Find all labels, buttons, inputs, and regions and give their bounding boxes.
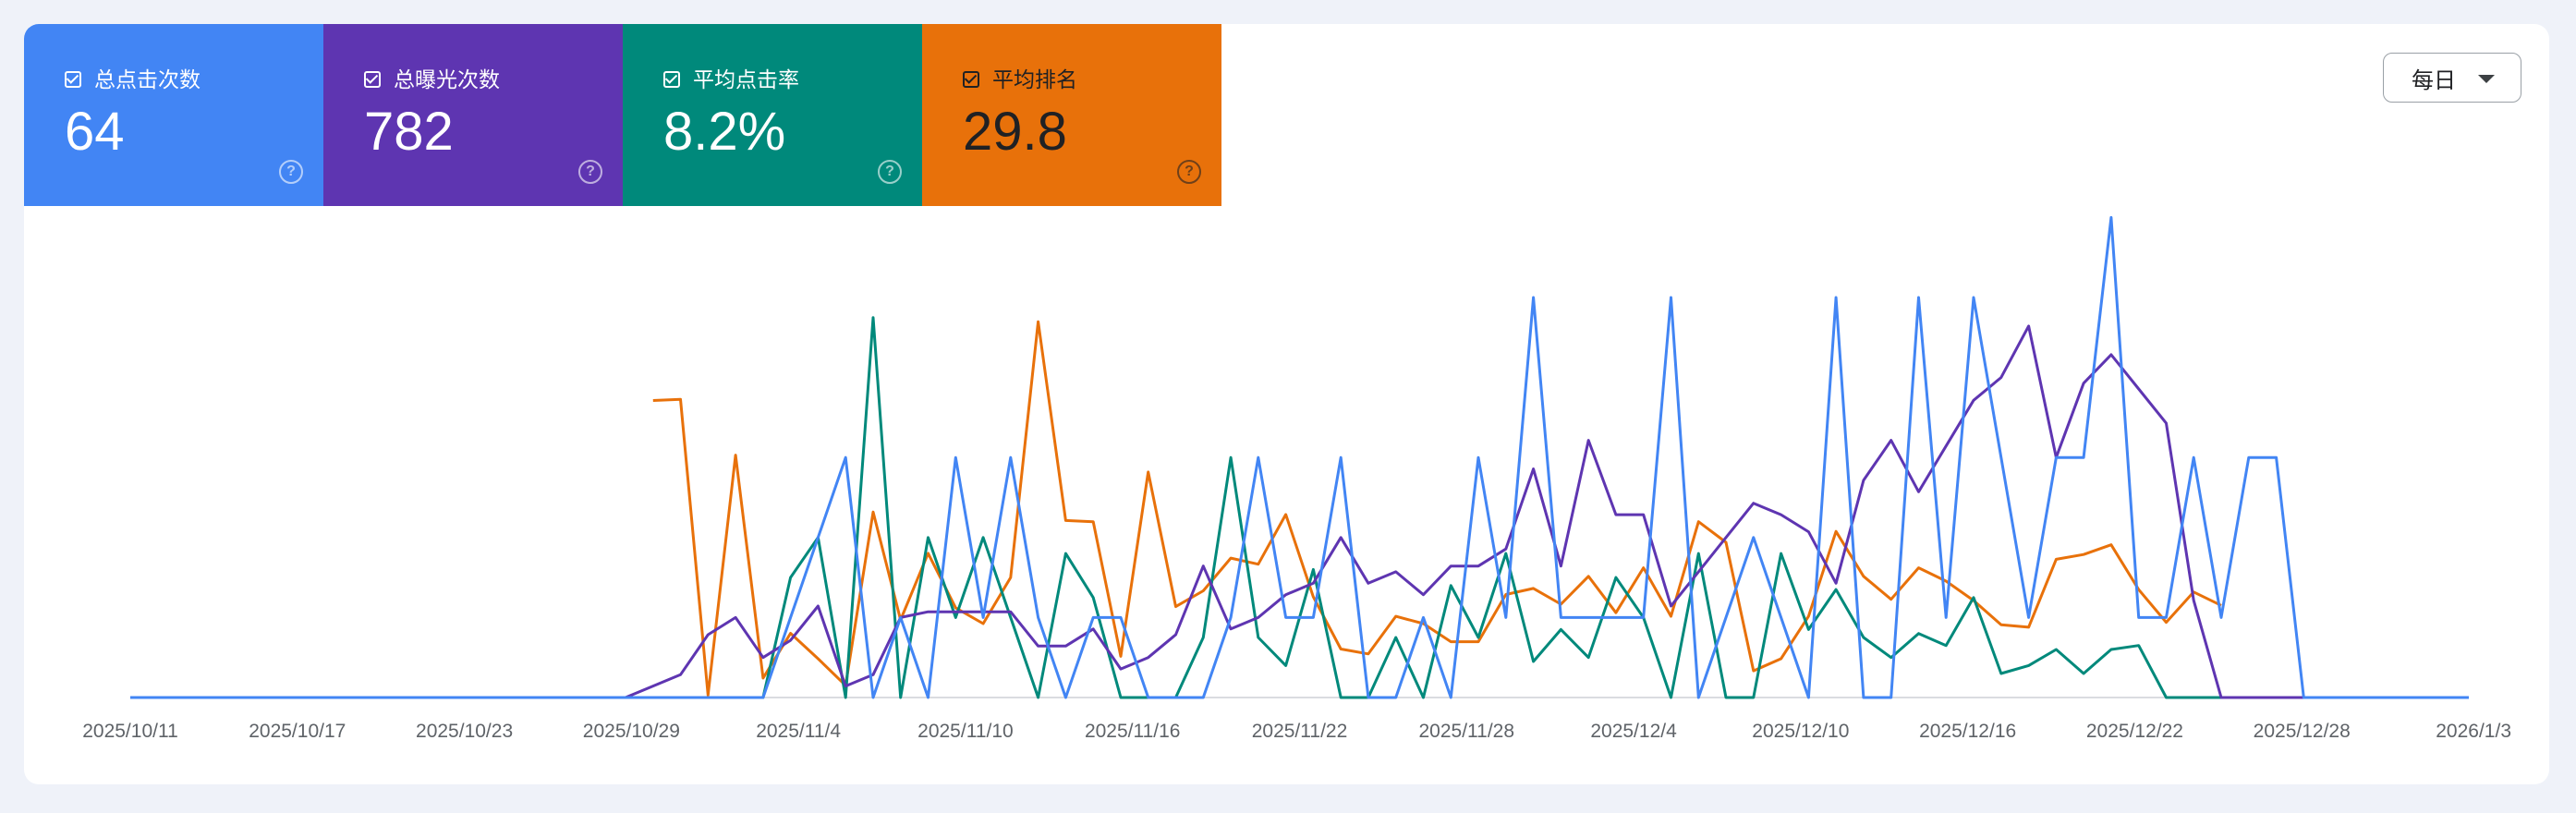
checkbox-checked-icon[interactable]	[65, 71, 81, 88]
metric-value: 64	[65, 102, 125, 162]
series-line-ctr	[130, 316, 2469, 699]
x-tick-label: 2025/10/17	[249, 721, 346, 742]
x-tick-label: 2025/11/22	[1252, 721, 1348, 742]
metric-average-position[interactable]: 平均排名 29.8 ?	[922, 24, 1221, 206]
metric-total-clicks[interactable]: 总点击次数 64 ?	[24, 24, 323, 206]
x-tick-label: 2025/11/4	[756, 721, 841, 742]
checkbox-checked-icon[interactable]	[364, 71, 381, 88]
performance-card: 总点击次数 64 ? 总曝光次数 782 ? 平均点击率 8.2% ? 平均排名	[24, 24, 2549, 784]
x-tick-label: 2026/1/3	[2436, 721, 2511, 742]
metric-value: 29.8	[963, 102, 1067, 162]
metric-label: 平均排名	[992, 67, 1077, 91]
help-icon[interactable]: ?	[578, 160, 602, 184]
x-tick-label: 2025/12/10	[1752, 721, 1849, 742]
x-tick-label: 2025/10/11	[82, 721, 178, 742]
x-tick-label: 2025/12/4	[1590, 721, 1677, 742]
metric-label: 总点击次数	[94, 67, 200, 91]
x-tick-label: 2025/12/28	[2254, 721, 2351, 742]
metric-value: 782	[364, 102, 454, 162]
x-tick-label: 2025/12/22	[2086, 721, 2183, 742]
help-icon[interactable]: ?	[1177, 160, 1201, 184]
x-tick-label: 2025/11/16	[1085, 721, 1181, 742]
checkbox-checked-icon[interactable]	[963, 71, 979, 88]
help-icon[interactable]: ?	[878, 160, 902, 184]
checkbox-checked-icon[interactable]	[663, 71, 680, 88]
metric-average-ctr[interactable]: 平均点击率 8.2% ?	[623, 24, 922, 206]
metric-total-impressions[interactable]: 总曝光次数 782 ?	[323, 24, 623, 206]
metric-label: 平均点击率	[693, 67, 799, 91]
period-select-value: 每日	[2412, 67, 2456, 93]
caret-down-icon	[2478, 75, 2495, 83]
x-tick-label: 2025/10/23	[416, 721, 513, 742]
x-tick-label: 2025/11/28	[1419, 721, 1515, 742]
x-tick-label: 2025/10/29	[583, 721, 680, 742]
period-select[interactable]: 每日	[2383, 53, 2521, 103]
metric-tabs: 总点击次数 64 ? 总曝光次数 782 ? 平均点击率 8.2% ? 平均排名	[24, 24, 1221, 206]
x-tick-label: 2025/12/16	[1919, 721, 2016, 742]
series-line-position	[652, 320, 2222, 697]
series-line-impressions	[130, 324, 2469, 699]
x-tick-label: 2025/11/10	[917, 721, 1014, 742]
metric-label: 总曝光次数	[394, 67, 500, 91]
series-line-clicks	[130, 215, 2469, 699]
help-icon[interactable]: ?	[279, 160, 303, 184]
performance-line-chart: 2025/10/11 2025/10/17 2025/10/23 2025/10/29…	[82, 215, 2511, 742]
metric-value: 8.2%	[663, 102, 786, 162]
